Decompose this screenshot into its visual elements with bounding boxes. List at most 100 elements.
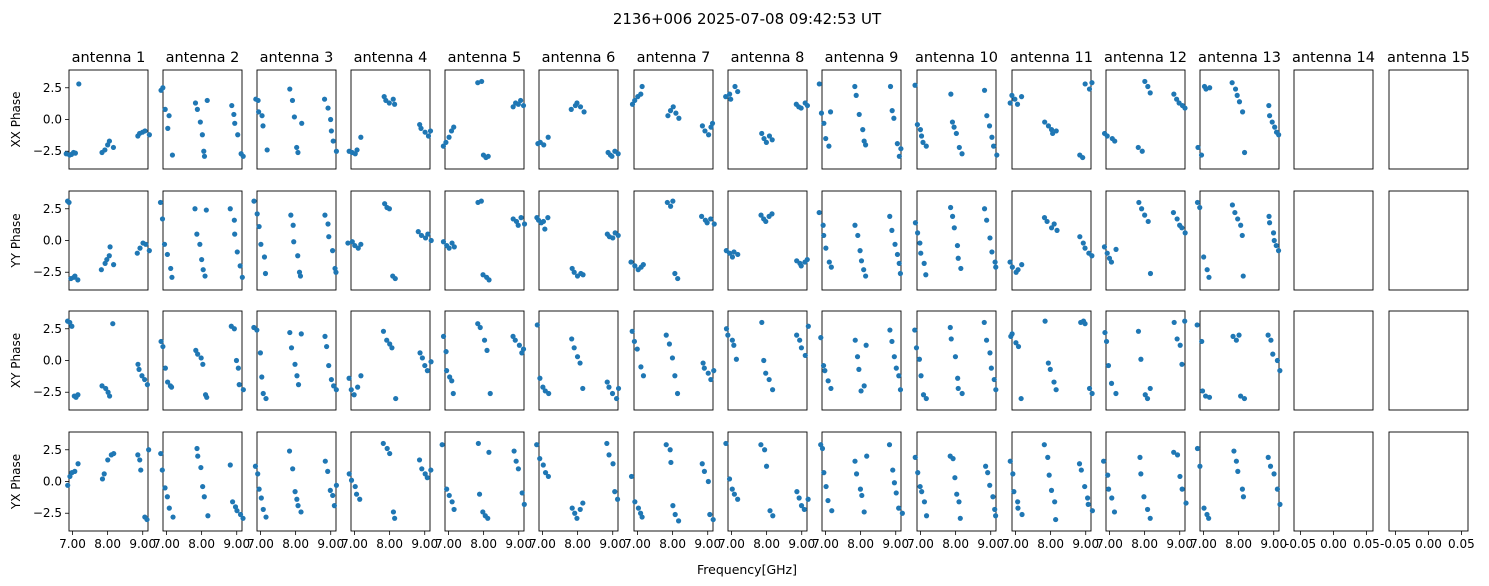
data-point xyxy=(918,373,924,379)
data-point xyxy=(615,385,622,392)
data-point xyxy=(948,204,954,211)
data-point xyxy=(106,253,112,259)
data-point xyxy=(804,256,810,263)
data-point xyxy=(672,511,678,518)
data-point xyxy=(899,510,905,516)
data-point xyxy=(668,203,674,209)
x-tick-label: 8.00 xyxy=(376,537,403,551)
data-point xyxy=(896,373,902,379)
data-point xyxy=(137,457,143,463)
data-point xyxy=(1182,318,1188,324)
panel-r2-antenna-14 xyxy=(1293,190,1374,291)
data-point xyxy=(852,337,858,343)
data-point xyxy=(512,337,518,343)
panel-frame xyxy=(1293,431,1374,532)
data-point xyxy=(853,92,859,98)
data-point xyxy=(819,445,826,452)
data-point xyxy=(104,256,110,263)
data-point xyxy=(948,91,954,97)
data-point xyxy=(424,475,430,481)
data-point xyxy=(449,499,455,505)
data-point xyxy=(75,392,81,398)
data-point xyxy=(735,88,741,95)
data-point xyxy=(352,483,358,490)
panel-title-antenna-5: antenna 5 xyxy=(448,50,522,66)
data-point xyxy=(992,506,998,513)
data-point xyxy=(921,260,927,266)
x-tick-label: 7.00 xyxy=(624,537,651,551)
data-point xyxy=(231,111,237,118)
panel-r1-antenna-8 xyxy=(723,69,811,170)
data-point xyxy=(166,505,172,511)
data-point xyxy=(670,104,676,110)
data-point xyxy=(255,471,261,477)
data-point xyxy=(297,273,304,279)
data-point xyxy=(828,385,834,392)
data-point xyxy=(801,506,807,513)
data-point xyxy=(321,96,328,102)
panel-frame xyxy=(916,69,997,170)
data-point xyxy=(288,345,295,351)
data-point xyxy=(328,128,334,134)
data-point xyxy=(351,392,357,398)
panel-title-antenna-15: antenna 15 xyxy=(1387,50,1470,66)
data-point xyxy=(959,390,965,397)
panel-r2-antenna-9 xyxy=(816,190,903,291)
data-point xyxy=(709,120,716,126)
data-point xyxy=(821,470,827,476)
panel-frame xyxy=(1293,310,1374,411)
data-point xyxy=(1042,119,1048,125)
data-point xyxy=(828,264,834,270)
data-point xyxy=(1276,132,1282,138)
data-point xyxy=(639,514,645,520)
data-point xyxy=(857,486,864,492)
data-point xyxy=(449,378,455,384)
x-axis-label: Frequency[GHz] xyxy=(697,562,797,577)
panel-title-antenna-8: antenna 8 xyxy=(731,50,805,66)
x-tick-label: 9.00 xyxy=(977,537,1004,551)
data-point xyxy=(542,226,548,232)
panel-title-antenna-9: antenna 9 xyxy=(825,50,899,66)
panel-r3-antenna-8 xyxy=(723,310,811,411)
data-point xyxy=(1111,509,1118,515)
data-point xyxy=(706,132,712,138)
panel-title-antenna-4: antenna 4 xyxy=(354,50,428,66)
data-point xyxy=(1007,259,1013,265)
y-tick-label: 2.5 xyxy=(43,81,62,95)
panel-r1-antenna-9 xyxy=(816,69,904,170)
data-point xyxy=(446,134,452,140)
panel-frame xyxy=(1388,190,1469,291)
data-point xyxy=(1236,332,1242,338)
data-point xyxy=(227,462,233,468)
data-point xyxy=(954,491,960,497)
data-point xyxy=(729,254,736,260)
data-point xyxy=(628,473,635,480)
data-point xyxy=(197,241,203,247)
data-point xyxy=(1206,274,1212,280)
x-tick-label: 0.00 xyxy=(1320,537,1347,551)
data-point xyxy=(1271,237,1277,244)
data-point xyxy=(448,128,455,134)
panel-frame xyxy=(1388,431,1469,532)
data-point xyxy=(948,336,954,342)
data-point xyxy=(1135,144,1141,151)
data-point xyxy=(669,355,676,361)
data-point xyxy=(1241,149,1248,156)
x-tick-label: 8.00 xyxy=(188,537,215,551)
data-point xyxy=(731,342,737,348)
panel-frame xyxy=(256,310,337,411)
data-point xyxy=(545,215,551,221)
data-point xyxy=(98,267,104,273)
data-point xyxy=(798,105,804,111)
panel-frame xyxy=(1105,190,1186,291)
x-tick-label: -0.05 xyxy=(1380,537,1411,551)
data-point xyxy=(705,478,711,485)
data-point xyxy=(1103,338,1110,345)
data-point xyxy=(887,83,894,90)
data-point xyxy=(139,373,145,379)
data-point xyxy=(137,245,143,251)
data-point xyxy=(821,232,827,239)
panel-frame xyxy=(538,310,619,411)
x-tick-label: 8.00 xyxy=(753,537,780,551)
data-point xyxy=(520,346,527,352)
